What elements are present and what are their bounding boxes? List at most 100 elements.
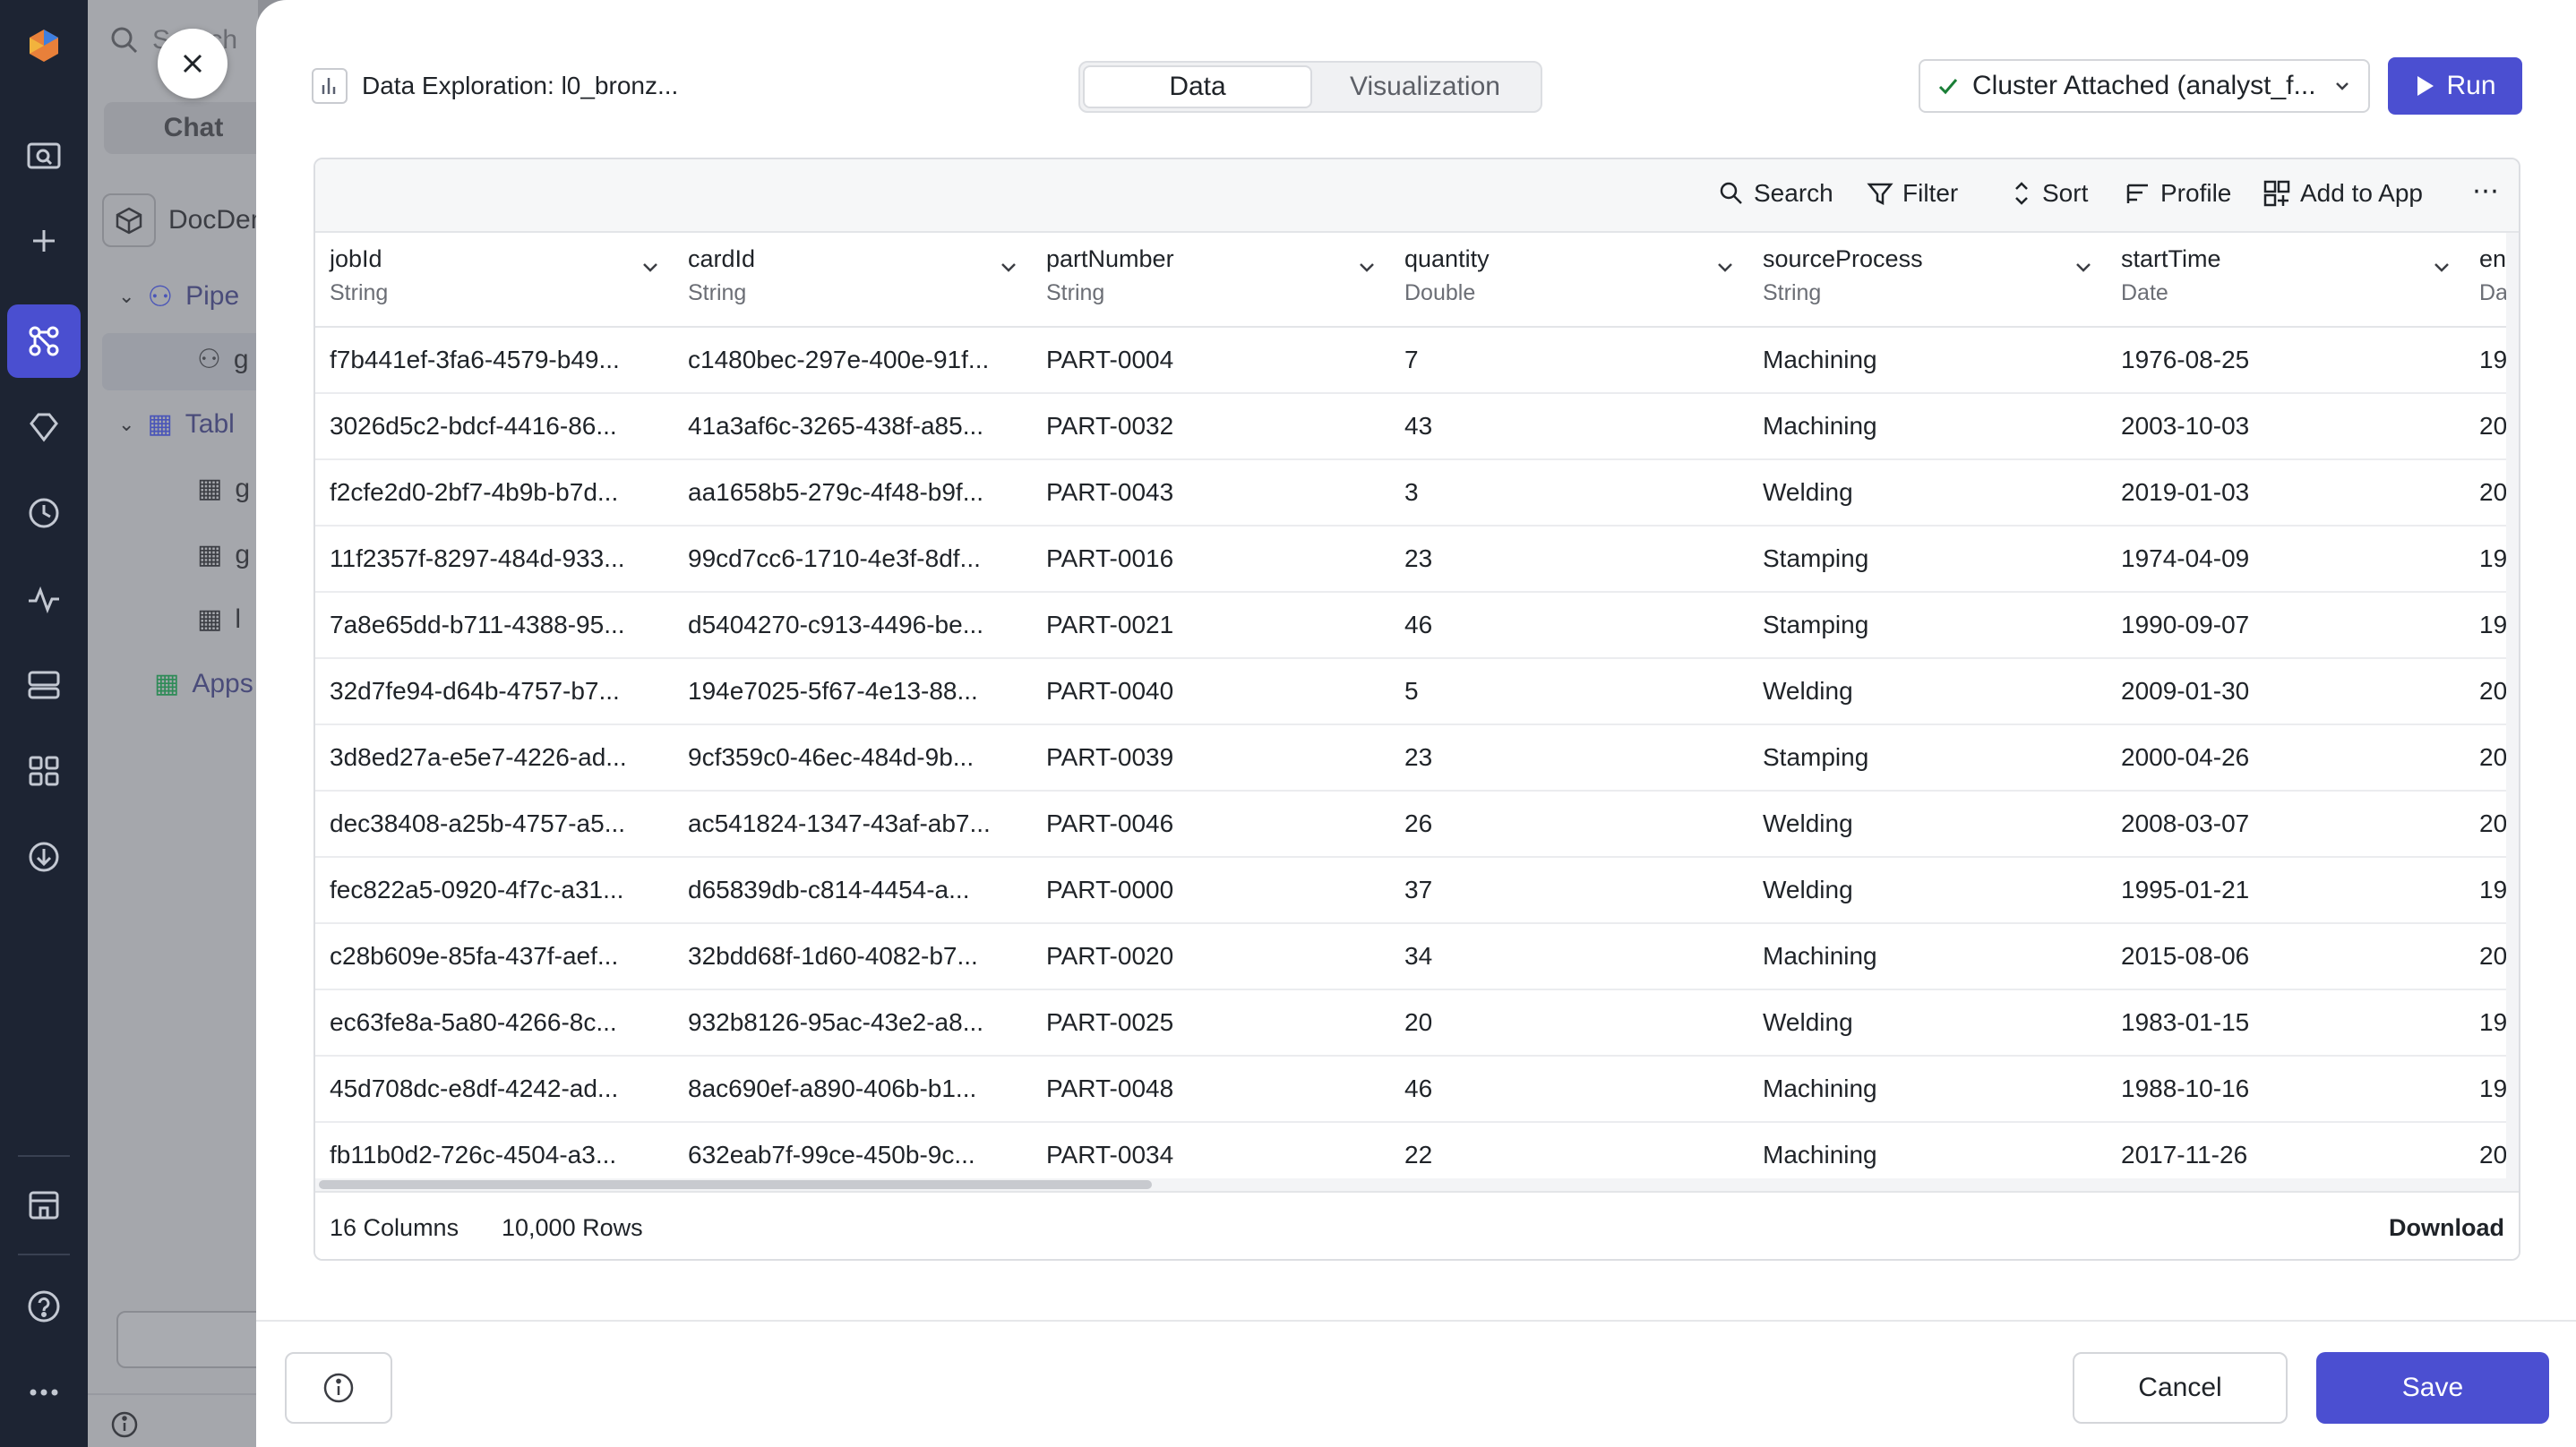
table-cell[interactable]: 41a3af6c-3265-438f-a85... bbox=[688, 412, 984, 440]
table-cell[interactable]: Stamping bbox=[1763, 544, 1869, 572]
table-cell[interactable]: Machining bbox=[1763, 942, 1877, 970]
add-icon[interactable] bbox=[21, 218, 66, 263]
table-cell[interactable]: 20 bbox=[2479, 1141, 2508, 1169]
table-cell[interactable]: 2015-08-06 bbox=[2121, 942, 2250, 970]
table-cell[interactable]: 5 bbox=[1404, 677, 1419, 705]
column-header-cardid[interactable]: cardId String bbox=[674, 245, 1032, 317]
table-cell[interactable]: 37 bbox=[1404, 876, 1433, 903]
tree-table-item[interactable]: ▦ g bbox=[197, 473, 250, 504]
table-cell[interactable]: PART-0032 bbox=[1046, 412, 1174, 440]
pipelines-icon[interactable] bbox=[7, 304, 81, 378]
table-cell[interactable]: 20 bbox=[2479, 412, 2508, 440]
table-cell[interactable]: 20 bbox=[2479, 942, 2508, 970]
table-cell[interactable]: 26 bbox=[1404, 809, 1433, 837]
table-cell[interactable]: PART-0020 bbox=[1046, 942, 1174, 970]
table-cell[interactable]: PART-0039 bbox=[1046, 743, 1174, 771]
table-cell[interactable]: Welding bbox=[1763, 876, 1853, 903]
table-cell[interactable]: 20 bbox=[2479, 743, 2508, 771]
table-cell[interactable]: 20 bbox=[2479, 677, 2508, 705]
table-cell[interactable]: 23 bbox=[1404, 544, 1433, 572]
table-cell[interactable]: 1976-08-25 bbox=[2121, 346, 2250, 373]
download-button[interactable]: Download bbox=[2389, 1214, 2504, 1241]
column-header-jobid[interactable]: jobId String bbox=[315, 245, 674, 317]
profile-button[interactable]: Profile bbox=[2125, 179, 2231, 208]
table-cell[interactable]: 19 bbox=[2479, 1008, 2508, 1036]
tree-pipelines[interactable]: ⌄ ⚇ Pipe bbox=[118, 279, 239, 313]
table-cell[interactable]: 2017-11-26 bbox=[2121, 1141, 2248, 1169]
table-cell[interactable]: 99cd7cc6-1710-4e3f-8df... bbox=[688, 544, 981, 572]
tab-data[interactable]: Data bbox=[1083, 65, 1312, 108]
tag-icon[interactable] bbox=[21, 405, 66, 450]
column-header-endtime[interactable]: en Da bbox=[2465, 245, 2510, 317]
tree-apps[interactable]: ▦ Apps bbox=[154, 668, 253, 699]
table-cell[interactable]: Welding bbox=[1763, 677, 1853, 705]
table-cell[interactable]: 19 bbox=[2479, 1075, 2508, 1102]
horizontal-scrollbar[interactable] bbox=[315, 1178, 2519, 1191]
scrollbar-thumb[interactable] bbox=[319, 1180, 1152, 1189]
table-cell[interactable]: fb11b0d2-726c-4504-a3... bbox=[330, 1141, 617, 1169]
tree-pipeline-item[interactable]: ⚇ g bbox=[197, 344, 249, 375]
table-row[interactable]: f7b441ef-3fa6-4579-b49... c1480bec-297e-4… bbox=[315, 328, 2519, 394]
search-button[interactable]: Search bbox=[1718, 179, 1833, 208]
table-row[interactable]: 7a8e65dd-b711-4388-95... d5404270-c913-44… bbox=[315, 593, 2519, 659]
column-header-partnumber[interactable]: partNumber String bbox=[1032, 245, 1390, 317]
app-logo-icon[interactable] bbox=[21, 23, 66, 68]
chevron-down-icon[interactable] bbox=[640, 256, 661, 278]
tree-table-item[interactable]: ▦ g bbox=[197, 539, 250, 570]
apps-grid-icon[interactable] bbox=[21, 749, 66, 793]
table-cell[interactable]: 2003-10-03 bbox=[2121, 412, 2250, 440]
table-cell[interactable]: 8ac690ef-a890-406b-b1... bbox=[688, 1075, 977, 1102]
chevron-down-icon[interactable] bbox=[2073, 256, 2094, 278]
table-cell[interactable]: 19 bbox=[2479, 346, 2508, 373]
table-cell[interactable]: 3026d5c2-bdcf-4416-86... bbox=[330, 412, 617, 440]
column-header-starttime[interactable]: startTime Date bbox=[2107, 245, 2465, 317]
table-cell[interactable]: Stamping bbox=[1763, 611, 1869, 638]
folder-search-icon[interactable] bbox=[21, 133, 66, 177]
info-icon[interactable] bbox=[109, 1409, 140, 1444]
table-cell[interactable]: Welding bbox=[1763, 478, 1853, 506]
table-cell[interactable]: 46 bbox=[1404, 1075, 1433, 1102]
column-header-sourceprocess[interactable]: sourceProcess String bbox=[1748, 245, 2107, 317]
table-cell[interactable]: 1995-01-21 bbox=[2121, 876, 2250, 903]
table-cell[interactable]: PART-0021 bbox=[1046, 611, 1174, 638]
more-options-button[interactable]: ⋯ bbox=[2472, 176, 2499, 206]
table-cell[interactable]: 43 bbox=[1404, 412, 1433, 440]
table-cell[interactable]: 7 bbox=[1404, 346, 1419, 373]
table-cell[interactable]: PART-0040 bbox=[1046, 677, 1174, 705]
table-cell[interactable]: 194e7025-5f67-4e13-88... bbox=[688, 677, 978, 705]
table-cell[interactable]: 20 bbox=[1404, 1008, 1433, 1036]
building-icon[interactable] bbox=[21, 1182, 66, 1227]
table-cell[interactable]: aa1658b5-279c-4f48-b9f... bbox=[688, 478, 984, 506]
table-cell[interactable]: PART-0046 bbox=[1046, 809, 1174, 837]
table-cell[interactable]: PART-0016 bbox=[1046, 544, 1174, 572]
table-cell[interactable]: ec63fe8a-5a80-4266-8c... bbox=[330, 1008, 617, 1036]
table-cell[interactable]: PART-0000 bbox=[1046, 876, 1174, 903]
table-cell[interactable]: dec38408-a25b-4757-a5... bbox=[330, 809, 626, 837]
table-cell[interactable]: 1990-09-07 bbox=[2121, 611, 2250, 638]
table-cell[interactable]: 32bdd68f-1d60-4082-b7... bbox=[688, 942, 978, 970]
table-cell[interactable]: 19 bbox=[2479, 876, 2508, 903]
table-row[interactable]: 45d708dc-e8df-4242-ad... 8ac690ef-a890-40… bbox=[315, 1057, 2519, 1123]
table-row[interactable]: 3d8ed27a-e5e7-4226-ad... 9cf359c0-46ec-48… bbox=[315, 725, 2519, 792]
table-cell[interactable]: 1988-10-16 bbox=[2121, 1075, 2250, 1102]
table-row[interactable]: 3026d5c2-bdcf-4416-86... 41a3af6c-3265-43… bbox=[315, 394, 2519, 460]
table-cell[interactable]: Machining bbox=[1763, 1141, 1877, 1169]
table-cell[interactable]: 932b8126-95ac-43e2-a8... bbox=[688, 1008, 984, 1036]
table-cell[interactable]: 1983-01-15 bbox=[2121, 1008, 2250, 1036]
table-cell[interactable]: 2009-01-30 bbox=[2121, 677, 2250, 705]
table-cell[interactable]: 20 bbox=[2479, 478, 2508, 506]
more-icon[interactable] bbox=[21, 1370, 66, 1415]
table-cell[interactable]: Machining bbox=[1763, 412, 1877, 440]
history-icon[interactable] bbox=[21, 491, 66, 535]
tree-table-item[interactable]: ▦ l bbox=[197, 604, 241, 635]
table-cell[interactable]: 7a8e65dd-b711-4388-95... bbox=[330, 611, 625, 638]
table-cell[interactable]: Welding bbox=[1763, 1008, 1853, 1036]
table-cell[interactable]: c28b609e-85fa-437f-aef... bbox=[330, 942, 619, 970]
help-icon[interactable] bbox=[21, 1284, 66, 1329]
table-cell[interactable]: Machining bbox=[1763, 346, 1877, 373]
add-to-app-button[interactable]: Add to App bbox=[2263, 179, 2423, 208]
table-cell[interactable]: PART-0025 bbox=[1046, 1008, 1174, 1036]
cards-icon[interactable] bbox=[21, 663, 66, 707]
table-row[interactable]: ec63fe8a-5a80-4266-8c... 932b8126-95ac-43… bbox=[315, 990, 2519, 1057]
column-header-quantity[interactable]: quantity Double bbox=[1390, 245, 1748, 317]
